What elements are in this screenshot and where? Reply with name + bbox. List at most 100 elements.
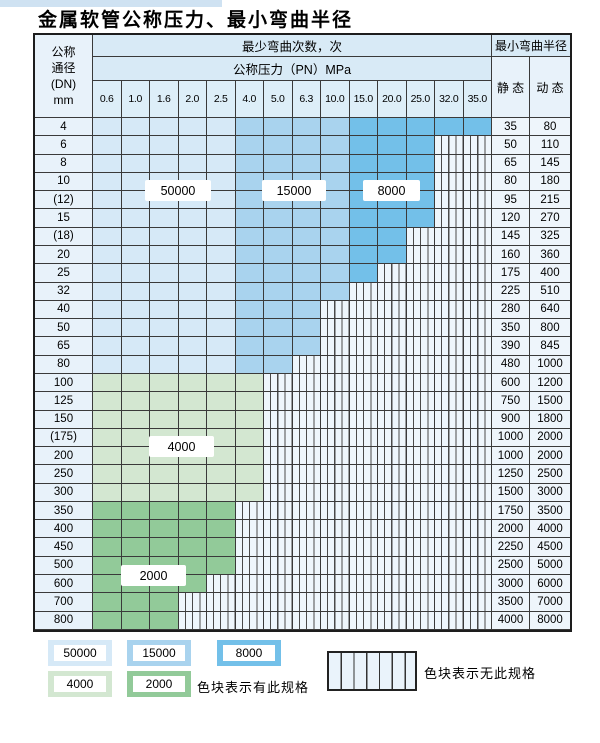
spec-cell <box>321 118 350 137</box>
spec-cell <box>207 355 236 374</box>
no-spec-cell <box>321 392 350 411</box>
table-row: 40 280 640 <box>35 300 570 320</box>
no-spec-cell <box>378 483 407 502</box>
spec-cell <box>292 118 321 137</box>
dn-header-line: (DN) <box>50 77 77 91</box>
table-row: 500 2500 5000 <box>35 556 570 576</box>
spec-cell <box>178 209 207 228</box>
no-spec-cell <box>435 593 464 612</box>
no-spec-cell <box>264 483 293 502</box>
dynamic-cell: 180 <box>530 172 570 192</box>
no-spec-cell <box>207 593 236 612</box>
spec-cell <box>150 611 179 630</box>
page-title: 金属软管公称压力、最小弯曲半径 <box>38 10 354 31</box>
no-spec-cell <box>264 465 293 484</box>
legend-swatch-label: 15000 <box>133 645 185 661</box>
no-spec-cell <box>463 355 492 374</box>
no-spec-cell <box>406 373 435 393</box>
table-row: 150 900 1800 <box>35 410 570 429</box>
legend-swatch-label: 2000 <box>133 676 185 692</box>
spec-cell <box>207 264 236 283</box>
no-spec-cell <box>435 191 464 210</box>
no-spec-cell <box>292 556 321 576</box>
legend-swatch-label: 8000 <box>223 645 275 661</box>
no-spec-cell <box>463 245 492 265</box>
spec-cell <box>178 282 207 301</box>
table-row: 700 3500 7000 <box>35 593 570 612</box>
legend-has-spec-text: 色块表示有此规格 <box>197 680 310 695</box>
spec-cell <box>463 118 492 137</box>
dynamic-cell: 215 <box>530 191 570 210</box>
no-spec-cell <box>435 209 464 228</box>
spec-cell <box>378 245 407 265</box>
dynamic-header: 动 态 <box>530 57 570 118</box>
spec-cell <box>121 245 150 265</box>
cycles-overlay-label: 2000 <box>121 565 186 586</box>
spec-cell <box>93 191 122 210</box>
dynamic-cell: 1800 <box>530 410 570 429</box>
no-spec-cell <box>378 264 407 283</box>
no-spec-cell <box>349 373 378 393</box>
no-spec-cell <box>406 245 435 265</box>
spec-cell <box>178 392 207 411</box>
spec-cell <box>207 319 236 338</box>
dynamic-cell: 800 <box>530 319 570 338</box>
spec-cell <box>121 300 150 320</box>
no-spec-cell <box>378 556 407 576</box>
no-spec-cell <box>435 611 464 630</box>
no-spec-cell <box>406 501 435 521</box>
no-spec-cell <box>235 575 264 594</box>
pn-col-header: 1.0 <box>121 81 150 118</box>
no-spec-cell <box>435 373 464 393</box>
table-row: 400 2000 4000 <box>35 520 570 539</box>
no-spec-cell <box>378 575 407 594</box>
no-spec-cell <box>378 520 407 539</box>
dynamic-cell: 640 <box>530 300 570 320</box>
spec-cell <box>406 154 435 173</box>
cycles-overlay-label: 15000 <box>262 180 326 201</box>
no-spec-cell <box>349 465 378 484</box>
no-spec-cell <box>349 575 378 594</box>
spec-cell <box>406 118 435 137</box>
spec-cell <box>178 337 207 356</box>
no-spec-cell <box>406 337 435 356</box>
no-spec-cell <box>378 410 407 429</box>
no-spec-cell <box>406 465 435 484</box>
no-spec-cell <box>292 465 321 484</box>
spec-cell <box>235 355 264 374</box>
spec-cell <box>93 501 122 521</box>
no-spec-cell <box>435 319 464 338</box>
dynamic-cell: 360 <box>530 245 570 265</box>
spec-cell <box>150 465 179 484</box>
dynamic-cell: 2000 <box>530 428 570 448</box>
spec-cell <box>93 447 122 466</box>
spec-cell <box>93 337 122 356</box>
spec-cell <box>178 465 207 484</box>
static-cell: 3000 <box>492 575 530 594</box>
spec-cell <box>121 611 150 630</box>
no-spec-cell <box>349 319 378 338</box>
no-spec-cell <box>406 392 435 411</box>
spec-table: 公称 通径 (DN) mm 最少弯曲次数，次 最小弯曲半径 公称压力（PN）MP… <box>33 33 572 632</box>
no-spec-cell <box>435 556 464 576</box>
spec-cell <box>93 373 122 393</box>
no-spec-cell <box>406 282 435 301</box>
no-spec-cell <box>463 593 492 612</box>
static-header: 静 态 <box>492 57 530 118</box>
spec-cell <box>235 191 264 210</box>
no-spec-cell <box>378 465 407 484</box>
table-row: 25 175 400 <box>35 264 570 283</box>
spec-cell <box>150 209 179 228</box>
spec-cell <box>207 410 236 429</box>
pn-col-header: 15.0 <box>349 81 378 118</box>
spec-cell <box>321 172 350 192</box>
spec-cell <box>207 483 236 502</box>
dynamic-cell: 8000 <box>530 611 570 630</box>
spec-cell <box>378 136 407 155</box>
spec-cell <box>235 319 264 338</box>
no-spec-cell <box>406 319 435 338</box>
no-spec-cell <box>321 447 350 466</box>
spec-cell <box>235 300 264 320</box>
spec-cell <box>321 191 350 210</box>
no-spec-cell <box>349 355 378 374</box>
